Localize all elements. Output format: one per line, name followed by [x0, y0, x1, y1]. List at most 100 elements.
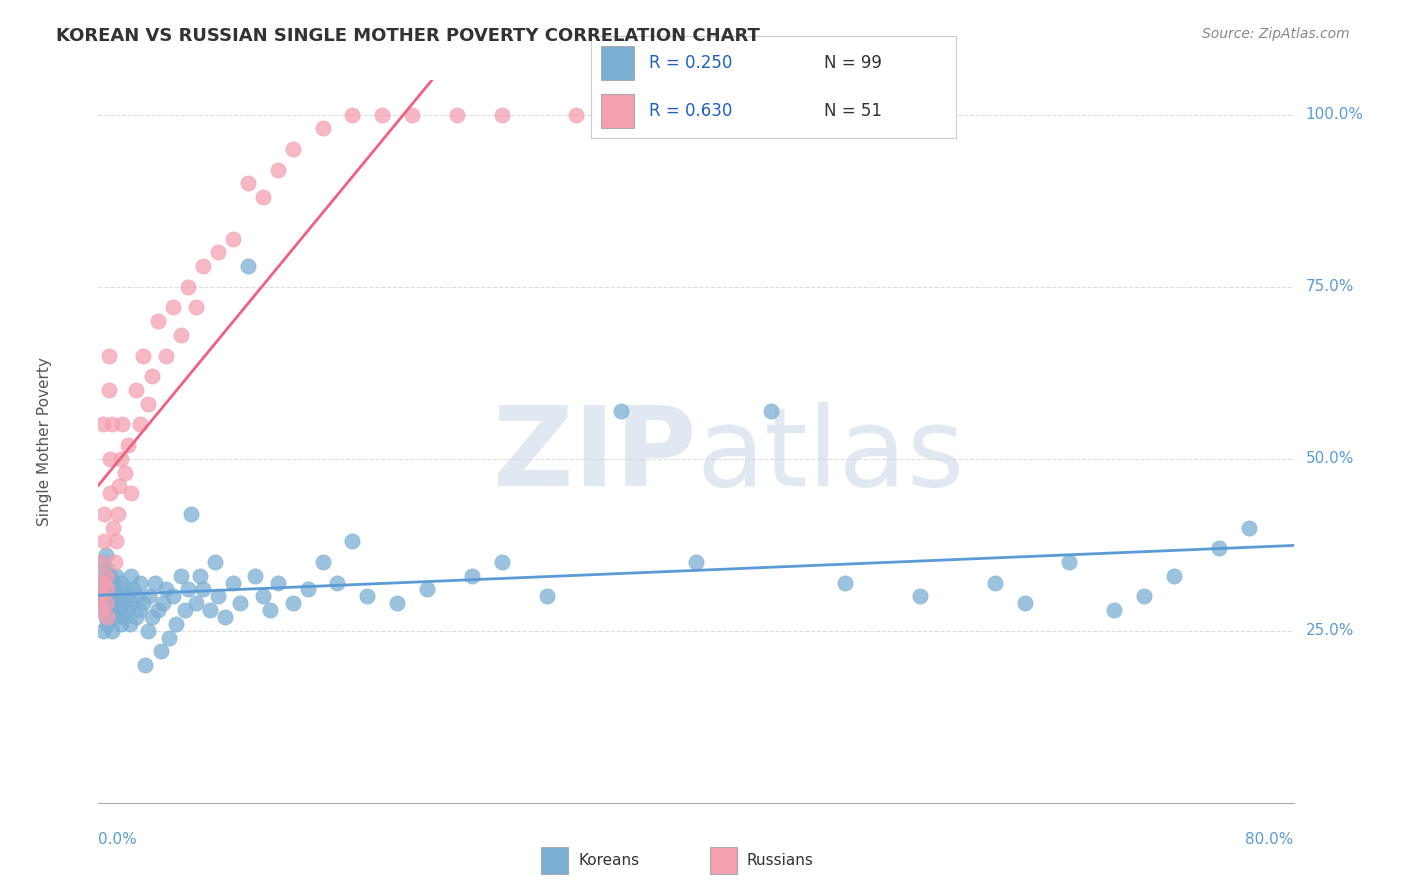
- Point: [93, 534, 115, 549]
- Text: 25.0%: 25.0%: [1306, 624, 1354, 639]
- Point: [118, 616, 141, 631]
- Point: [200, 603, 222, 617]
- Point: [111, 596, 134, 610]
- Text: 80.0%: 80.0%: [1246, 831, 1294, 847]
- Point: [281, 142, 304, 156]
- Point: [326, 575, 349, 590]
- Point: [115, 603, 138, 617]
- Point: [96, 582, 118, 597]
- Point: [157, 631, 180, 645]
- Point: [141, 610, 163, 624]
- Point: [91, 417, 114, 432]
- Point: [371, 108, 394, 122]
- Point: [759, 403, 782, 417]
- Point: [259, 603, 281, 617]
- Point: [155, 582, 177, 597]
- Point: [134, 658, 156, 673]
- Point: [96, 616, 118, 631]
- Text: Single Mother Poverty: Single Mother Poverty: [37, 357, 52, 526]
- Point: [96, 610, 118, 624]
- Point: [117, 438, 139, 452]
- Point: [267, 162, 290, 177]
- Point: [101, 590, 124, 604]
- Point: [97, 582, 120, 597]
- Point: [416, 582, 439, 597]
- Text: 100.0%: 100.0%: [1306, 107, 1364, 122]
- Point: [110, 616, 132, 631]
- Point: [112, 610, 135, 624]
- Point: [90, 575, 112, 590]
- Point: [107, 507, 129, 521]
- Point: [98, 610, 122, 624]
- Point: [94, 568, 117, 582]
- Point: [207, 245, 229, 260]
- Point: [91, 555, 114, 569]
- Point: [222, 231, 245, 245]
- Point: [184, 301, 207, 315]
- Text: R = 0.630: R = 0.630: [650, 102, 733, 120]
- Text: Russians: Russians: [747, 854, 814, 868]
- Point: [132, 349, 155, 363]
- Point: [90, 603, 112, 617]
- Point: [114, 582, 136, 597]
- Point: [152, 596, 174, 610]
- Text: N = 99: N = 99: [824, 54, 883, 72]
- Point: [1059, 555, 1081, 569]
- Point: [311, 121, 333, 136]
- Point: [143, 575, 166, 590]
- Point: [169, 568, 191, 582]
- Point: [385, 596, 409, 610]
- Point: [96, 603, 118, 617]
- Point: [132, 596, 155, 610]
- Point: [214, 610, 236, 624]
- Point: [104, 596, 127, 610]
- Point: [281, 596, 304, 610]
- Point: [342, 108, 364, 122]
- Point: [1104, 603, 1126, 617]
- Point: [103, 603, 125, 617]
- Point: [136, 624, 159, 638]
- Point: [121, 582, 143, 597]
- Point: [93, 507, 115, 521]
- Point: [108, 479, 131, 493]
- Point: [98, 568, 122, 582]
- Point: [191, 259, 214, 273]
- Point: [177, 279, 200, 293]
- Point: [105, 568, 128, 582]
- Point: [245, 568, 267, 582]
- Point: [129, 417, 152, 432]
- Point: [297, 582, 319, 597]
- Bar: [602, 95, 634, 128]
- Point: [252, 590, 274, 604]
- Point: [188, 568, 211, 582]
- Point: [90, 555, 112, 569]
- Point: [94, 548, 117, 562]
- Point: [1163, 568, 1185, 582]
- Point: [834, 575, 856, 590]
- Point: [108, 603, 131, 617]
- Point: [155, 349, 177, 363]
- Text: ZIP: ZIP: [492, 402, 696, 509]
- Point: [120, 568, 142, 582]
- Point: [204, 555, 226, 569]
- Point: [104, 555, 127, 569]
- Point: [93, 596, 115, 610]
- Point: [94, 596, 117, 610]
- Point: [148, 603, 170, 617]
- Bar: [541, 847, 568, 874]
- Point: [101, 624, 124, 638]
- Point: [165, 616, 187, 631]
- Point: [94, 562, 117, 576]
- Point: [150, 644, 173, 658]
- Point: [565, 108, 588, 122]
- Point: [138, 590, 160, 604]
- Point: [136, 397, 159, 411]
- Point: [252, 190, 274, 204]
- Text: Source: ZipAtlas.com: Source: ZipAtlas.com: [1202, 27, 1350, 41]
- Point: [97, 383, 120, 397]
- Point: [120, 486, 142, 500]
- Point: [98, 486, 122, 500]
- Text: N = 51: N = 51: [824, 102, 883, 120]
- Point: [97, 349, 120, 363]
- Point: [101, 417, 124, 432]
